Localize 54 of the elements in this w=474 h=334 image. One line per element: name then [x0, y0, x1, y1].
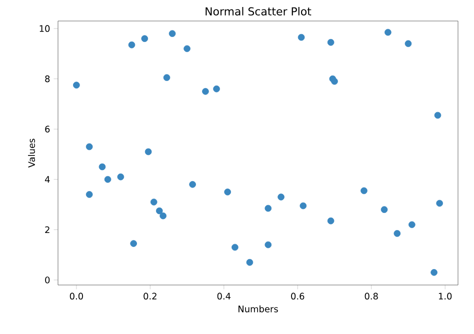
- point: [160, 212, 166, 220]
- point: [384, 28, 392, 36]
- point: [278, 194, 284, 200]
- point: [184, 45, 190, 52]
- x-tick-label: 1.0: [438, 292, 452, 300]
- x-tick-label: 0.2: [144, 292, 156, 300]
- x-tick-label: 0.6: [291, 292, 304, 300]
- point: [430, 269, 438, 276]
- y-tick-label: 4: [44, 176, 50, 183]
- chart-title: Normal Scatter Plot: [206, 7, 312, 16]
- x-tick-label: 0.0: [70, 292, 83, 300]
- y-tick-label: 0: [45, 276, 50, 284]
- point: [73, 82, 80, 89]
- y-tick-label: 6: [45, 126, 50, 132]
- y-tick-label: 10: [40, 25, 50, 32]
- x-tick-label: 0.8: [364, 292, 378, 300]
- x-axis-title: Numbers: [238, 305, 278, 312]
- point: [86, 143, 93, 150]
- point: [264, 241, 272, 248]
- point: [224, 188, 231, 196]
- point: [360, 187, 368, 194]
- point: [327, 217, 334, 224]
- point: [104, 176, 112, 183]
- y-tick-label: 2: [45, 226, 50, 234]
- point: [380, 206, 388, 213]
- point: [298, 34, 305, 41]
- point: [86, 191, 93, 198]
- point: [163, 74, 170, 81]
- point: [264, 204, 272, 212]
- point: [98, 163, 106, 170]
- point: [246, 258, 254, 266]
- point: [300, 202, 307, 210]
- y-axis-title: Values: [28, 138, 35, 168]
- point: [189, 181, 196, 188]
- point: [436, 200, 443, 207]
- point: [434, 112, 442, 119]
- point: [141, 35, 148, 42]
- point: [144, 148, 152, 156]
- point: [331, 78, 338, 85]
- point: [117, 173, 124, 180]
- point: [394, 230, 401, 237]
- point: [202, 88, 209, 95]
- point: [130, 240, 137, 247]
- y-tick-label: 8: [45, 75, 50, 82]
- point: [128, 41, 136, 48]
- x-tick-label: 0.4: [217, 292, 231, 300]
- point: [232, 244, 238, 251]
- point: [408, 221, 416, 228]
- point: [168, 30, 176, 37]
- point: [156, 207, 163, 214]
- point: [327, 38, 334, 46]
- point: [150, 198, 158, 206]
- point: [404, 40, 412, 48]
- point: [213, 85, 220, 92]
